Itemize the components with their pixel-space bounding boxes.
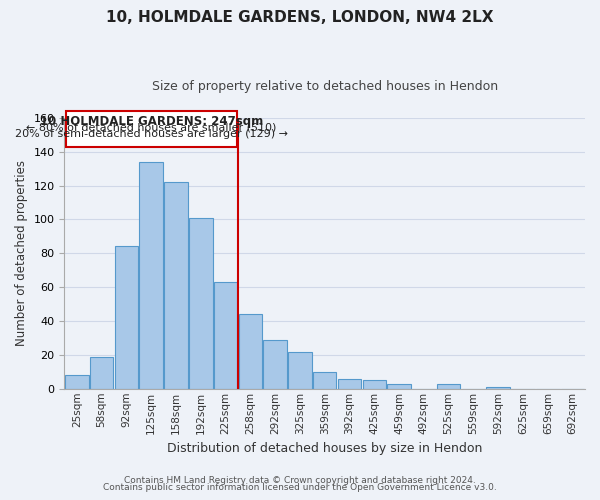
Bar [487,387,510,389]
Bar [214,282,238,389]
Text: Contains HM Land Registry data © Crown copyright and database right 2024.: Contains HM Land Registry data © Crown c… [124,476,476,485]
Bar [362,380,386,389]
Bar [288,352,311,389]
Title: Size of property relative to detached houses in Hendon: Size of property relative to detached ho… [152,80,498,93]
FancyBboxPatch shape [65,111,236,146]
Text: ← 80% of detached houses are smaller (510): ← 80% of detached houses are smaller (51… [26,122,277,132]
Bar [313,372,337,389]
Bar [387,384,411,389]
Text: 10, HOLMDALE GARDENS, LONDON, NW4 2LX: 10, HOLMDALE GARDENS, LONDON, NW4 2LX [106,10,494,25]
Bar [338,378,361,389]
Text: 20% of semi-detached houses are larger (129) →: 20% of semi-detached houses are larger (… [14,129,287,139]
Bar [189,218,212,389]
Text: Contains public sector information licensed under the Open Government Licence v3: Contains public sector information licen… [103,484,497,492]
Bar [263,340,287,389]
Bar [65,375,89,389]
Bar [164,182,188,389]
Bar [437,384,460,389]
Bar [115,246,138,389]
X-axis label: Distribution of detached houses by size in Hendon: Distribution of detached houses by size … [167,442,482,455]
Bar [239,314,262,389]
Bar [139,162,163,389]
Text: 10 HOLMDALE GARDENS: 247sqm: 10 HOLMDALE GARDENS: 247sqm [40,115,263,128]
Bar [90,356,113,389]
Y-axis label: Number of detached properties: Number of detached properties [15,160,28,346]
